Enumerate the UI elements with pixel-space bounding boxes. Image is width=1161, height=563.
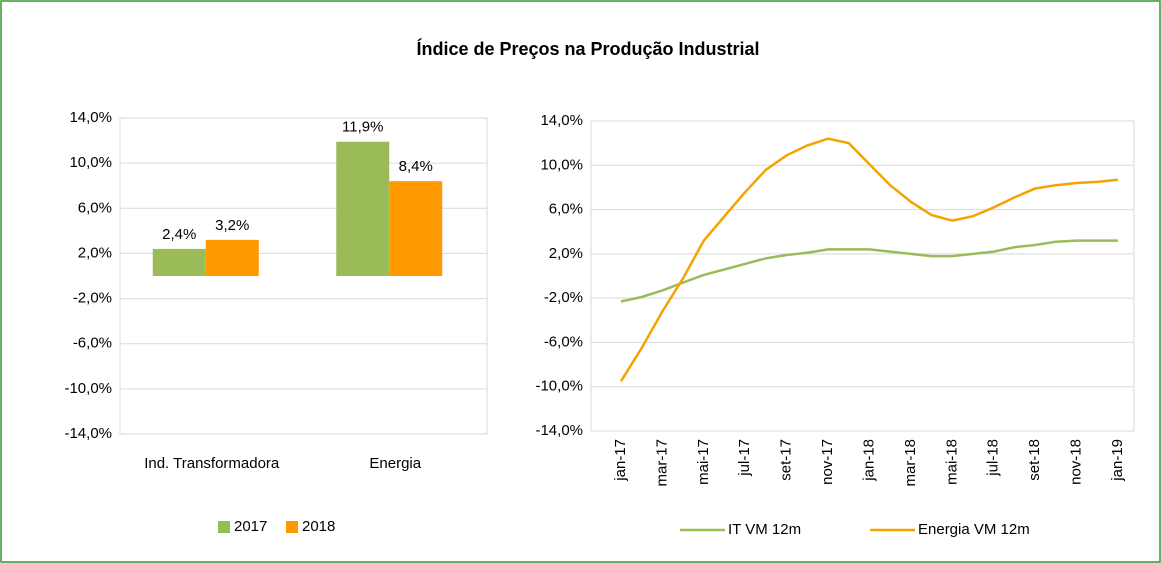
x-tick-label: mai-17 — [695, 439, 712, 485]
legend-label: IT VM 12m — [728, 521, 801, 538]
x-tick-label: nov-17 — [819, 439, 836, 485]
x-tick-label: jul-17 — [736, 439, 753, 477]
legend-label: 2018 — [302, 518, 335, 535]
y-tick-label: 2,0% — [549, 245, 583, 262]
figure-title: Índice de Preços na Produção Industrial — [416, 38, 759, 59]
y-tick-label: 14,0% — [540, 112, 583, 129]
x-tick-label: jan-19 — [1109, 439, 1126, 482]
x-tick-label: Energia — [369, 455, 421, 472]
legend-swatch — [218, 521, 230, 533]
y-tick-label: -10,0% — [64, 380, 112, 397]
line-series — [620, 239, 1118, 303]
y-tick-label: -2,0% — [544, 289, 583, 306]
x-tick-label: jan-18 — [860, 439, 877, 482]
line-series — [619, 137, 1119, 382]
data-label: 3,2% — [215, 217, 249, 234]
bar — [336, 141, 390, 276]
y-tick-label: -14,0% — [64, 425, 112, 442]
y-tick-label: 14,0% — [69, 109, 112, 126]
x-tick-label: mar-17 — [653, 439, 670, 487]
x-tick-label: set-18 — [1026, 439, 1043, 481]
x-tick-label: mar-18 — [902, 439, 919, 487]
y-tick-label: -6,0% — [73, 335, 112, 352]
legend-label: Energia VM 12m — [918, 521, 1030, 538]
x-tick-label: set-17 — [778, 439, 795, 481]
y-tick-label: 6,0% — [549, 201, 583, 218]
bar — [152, 248, 206, 276]
y-tick-label: 2,0% — [78, 244, 112, 261]
legend-swatch — [286, 521, 298, 533]
x-tick-label: nov-18 — [1068, 439, 1085, 485]
y-tick-label: 10,0% — [540, 156, 583, 173]
legend-label: 2017 — [234, 518, 267, 535]
y-tick-label: 10,0% — [69, 154, 112, 171]
bar — [205, 239, 259, 276]
x-tick-label: mai-18 — [943, 439, 960, 485]
y-tick-label: -2,0% — [73, 290, 112, 307]
x-tick-label: Ind. Transformadora — [144, 455, 280, 472]
y-tick-label: -6,0% — [544, 333, 583, 350]
y-tick-label: -10,0% — [535, 378, 583, 395]
bar — [389, 181, 443, 276]
y-tick-label: -14,0% — [535, 422, 583, 439]
data-label: 11,9% — [342, 119, 383, 136]
data-label: 8,4% — [399, 158, 433, 175]
x-tick-label: jan-17 — [612, 439, 629, 482]
data-label: 2,4% — [162, 226, 196, 243]
x-tick-label: jul-18 — [985, 439, 1002, 477]
y-tick-label: 6,0% — [78, 199, 112, 216]
